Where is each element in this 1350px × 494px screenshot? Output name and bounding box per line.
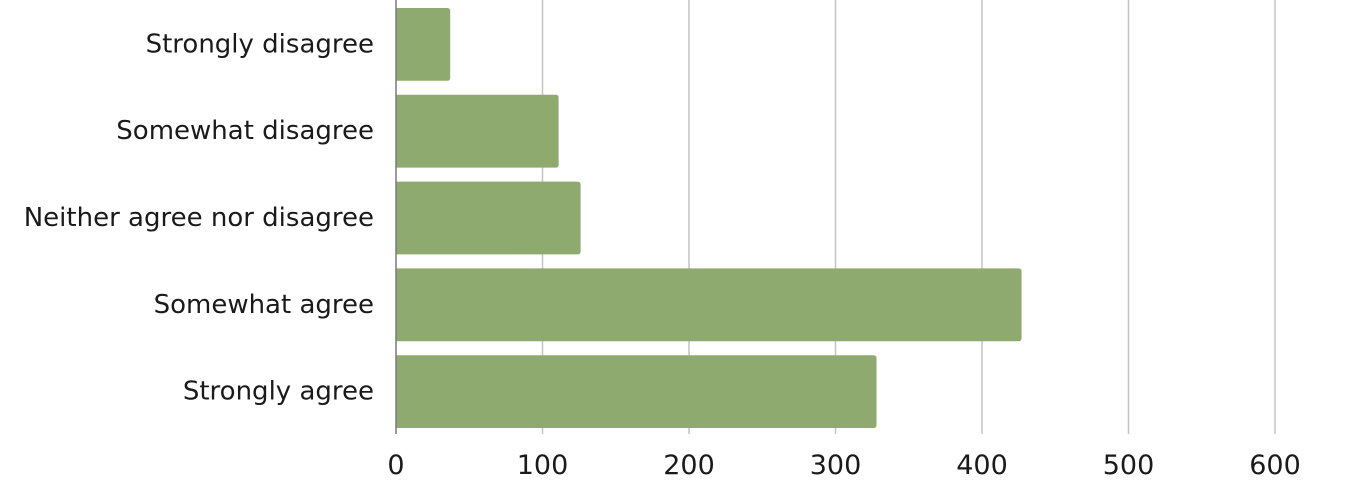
x-tick-label: 100: [517, 450, 569, 481]
x-tick-labels: 0 100 200 300 400 500 600: [387, 450, 1300, 481]
category-labels: Strongly disagree Somewhat disagree Neithe…: [24, 29, 374, 406]
bar-strongly-agree: [396, 355, 877, 428]
x-tick-label: 600: [1249, 450, 1301, 481]
bar-somewhat-agree: [396, 268, 1022, 342]
x-tick-label: 500: [1103, 450, 1155, 481]
bar-somewhat-disagree: [396, 94, 559, 168]
x-tick-label: 0: [387, 450, 404, 481]
x-tick-label: 300: [810, 450, 862, 481]
bar-strongly-disagree: [396, 8, 451, 81]
category-label: Strongly agree: [183, 377, 374, 407]
bars: [396, 8, 1022, 428]
category-label: Strongly disagree: [146, 29, 374, 59]
category-label: Neither agree nor disagree: [24, 203, 374, 233]
category-label: Somewhat disagree: [116, 116, 374, 146]
category-label: Somewhat agree: [154, 290, 374, 320]
x-tick-label: 200: [663, 450, 715, 481]
bar-neither-agree-nor-disagree: [396, 181, 581, 255]
x-tick-label: 400: [956, 450, 1008, 481]
